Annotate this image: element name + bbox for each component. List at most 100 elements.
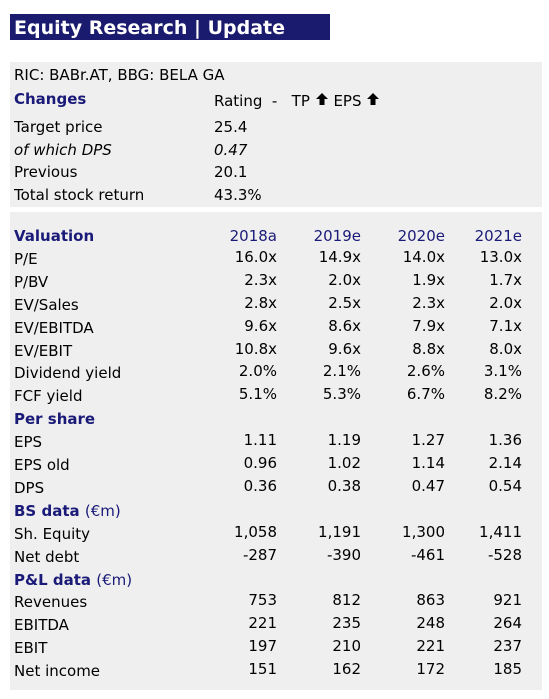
- cell: 2.3x: [244, 270, 277, 289]
- cell: 2.6%: [406, 362, 445, 381]
- row-label: Dividend yield: [14, 364, 122, 383]
- cell: 8.6x: [328, 316, 361, 335]
- rating-change: -: [271, 92, 278, 110]
- header-title: Equity Research | Update: [10, 14, 330, 40]
- summary-label: Target price: [14, 118, 103, 136]
- cell: 3.1%: [483, 362, 522, 381]
- cell: 1.36: [488, 431, 522, 450]
- cell: 1.11: [243, 431, 277, 450]
- summary-value: 0.47: [214, 141, 248, 159]
- row-label: EBITDA: [14, 616, 69, 635]
- cell: 921: [493, 591, 522, 610]
- cell: 1.19: [327, 431, 361, 450]
- cell: 863: [416, 591, 445, 610]
- summary-label: of which DPS: [14, 141, 112, 159]
- row-label: FCF yield: [14, 387, 83, 406]
- cell: 2.1%: [322, 362, 361, 381]
- row-label: Revenues: [14, 593, 88, 612]
- cell: 1.7x: [489, 270, 522, 289]
- cell: 185: [493, 660, 522, 679]
- section-title: P&L data (€m): [14, 570, 133, 589]
- cell: 0.96: [243, 454, 277, 472]
- row-label: EV/Sales: [14, 295, 79, 314]
- column-header: 2020e: [397, 227, 445, 245]
- cell: 14.0x: [402, 247, 445, 266]
- cell: 7.9x: [412, 316, 445, 335]
- eps: EPS: [333, 92, 362, 110]
- section-title: BS data (€m): [14, 501, 121, 520]
- row-label: EPS old: [14, 456, 70, 474]
- cell: 151: [248, 660, 277, 679]
- up-arrow: [315, 93, 328, 105]
- cell: 13.0x: [479, 247, 522, 266]
- changes-line: Rating - TP EPS: [214, 91, 380, 111]
- cell: 2.0x: [328, 270, 361, 289]
- rating: Rating: [214, 92, 263, 110]
- cell: 1,058: [234, 522, 277, 541]
- row-label: EBIT: [14, 639, 48, 658]
- cell: 16.0x: [234, 247, 277, 266]
- cell: 1.9x: [412, 270, 445, 289]
- cell: 753: [248, 591, 277, 610]
- cell: 2.3x: [412, 293, 445, 312]
- cell: -461: [410, 545, 445, 564]
- section-title: Per share: [14, 410, 96, 429]
- row-label: Net income: [14, 662, 101, 681]
- cell: 812: [332, 591, 361, 610]
- cell: 197: [248, 637, 277, 656]
- section-unit: (€m): [84, 501, 121, 520]
- summary-value: 25.4: [214, 118, 248, 136]
- table-box: [10, 212, 542, 690]
- summary-label: Previous: [14, 163, 78, 181]
- cell: 2.14: [488, 454, 522, 472]
- cell: 2.0%: [238, 362, 277, 381]
- cell: 235: [332, 614, 361, 633]
- cell: 172: [416, 660, 445, 679]
- cell: 9.6x: [328, 339, 361, 358]
- column-header: 2019e: [313, 227, 361, 245]
- cell: 1.14: [411, 454, 445, 472]
- row-label: EV/EBIT: [14, 341, 73, 360]
- cell: 8.0x: [489, 339, 522, 358]
- cell: 264: [493, 614, 522, 633]
- cell: 2.8x: [244, 293, 277, 312]
- cell: 2.5x: [328, 293, 361, 312]
- cell: 0.36: [243, 476, 277, 495]
- cell: 1,300: [402, 522, 445, 541]
- cell: 0.54: [488, 476, 522, 495]
- cell: 8.2%: [483, 385, 522, 404]
- cell: -390: [326, 545, 361, 564]
- cell: 221: [248, 614, 277, 633]
- cell: 221: [416, 637, 445, 656]
- row-label: EPS: [14, 433, 43, 452]
- cell: 210: [332, 637, 361, 656]
- cell: 14.9x: [318, 247, 361, 266]
- cell: 1.02: [327, 454, 361, 472]
- summary-label: Total stock return: [14, 186, 145, 204]
- column-header: 2021e: [474, 227, 522, 245]
- cell: 248: [416, 614, 445, 633]
- row-label: Sh. Equity: [14, 524, 90, 543]
- up-arrow: [367, 93, 380, 105]
- summary-value: 20.1: [214, 163, 248, 181]
- ric: RIC: BABr.AT, BBG: BELA GA: [14, 66, 225, 84]
- summary-value: 43.3%: [214, 186, 262, 204]
- row-label: EV/EBITDA: [14, 318, 94, 337]
- cell: 0.47: [411, 476, 445, 495]
- cell: 10.8x: [234, 339, 277, 358]
- cell: 7.1x: [489, 316, 522, 335]
- cell: -528: [487, 545, 522, 564]
- cell: 5.3%: [322, 385, 361, 404]
- row-label: P/E: [14, 249, 38, 268]
- row-label: DPS: [14, 478, 45, 497]
- cell: 2.0x: [489, 293, 522, 312]
- tp: TP: [291, 92, 310, 110]
- section-title: Valuation: [14, 227, 95, 245]
- column-header: 2018a: [229, 227, 277, 245]
- cell: 237: [493, 637, 522, 656]
- cell: 1,191: [318, 522, 361, 541]
- cell: 8.8x: [412, 339, 445, 358]
- cell: 0.38: [327, 476, 361, 495]
- changes-label: Changes: [14, 90, 87, 108]
